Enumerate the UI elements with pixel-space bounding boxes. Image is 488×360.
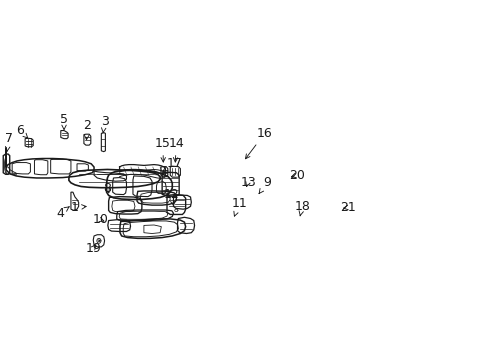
Text: 1: 1 [71, 201, 86, 214]
Text: 6: 6 [16, 124, 28, 138]
Text: 5: 5 [60, 113, 68, 130]
Text: 16: 16 [245, 127, 272, 159]
Text: 18: 18 [294, 200, 310, 216]
Text: 14: 14 [168, 137, 184, 162]
Text: 4: 4 [56, 207, 69, 220]
Text: 20: 20 [288, 168, 304, 182]
Text: 10: 10 [92, 213, 108, 226]
Text: 21: 21 [339, 201, 355, 214]
Text: 3: 3 [101, 115, 108, 133]
Text: 15: 15 [155, 137, 170, 162]
Text: 9: 9 [259, 176, 271, 194]
Text: 7: 7 [5, 132, 13, 151]
Text: 13: 13 [240, 176, 255, 189]
Text: 2: 2 [83, 119, 91, 140]
Text: 8: 8 [103, 183, 111, 195]
Text: 11: 11 [231, 197, 246, 216]
Text: 19: 19 [85, 242, 101, 255]
Text: 12: 12 [163, 188, 179, 206]
Text: 17: 17 [163, 157, 182, 171]
